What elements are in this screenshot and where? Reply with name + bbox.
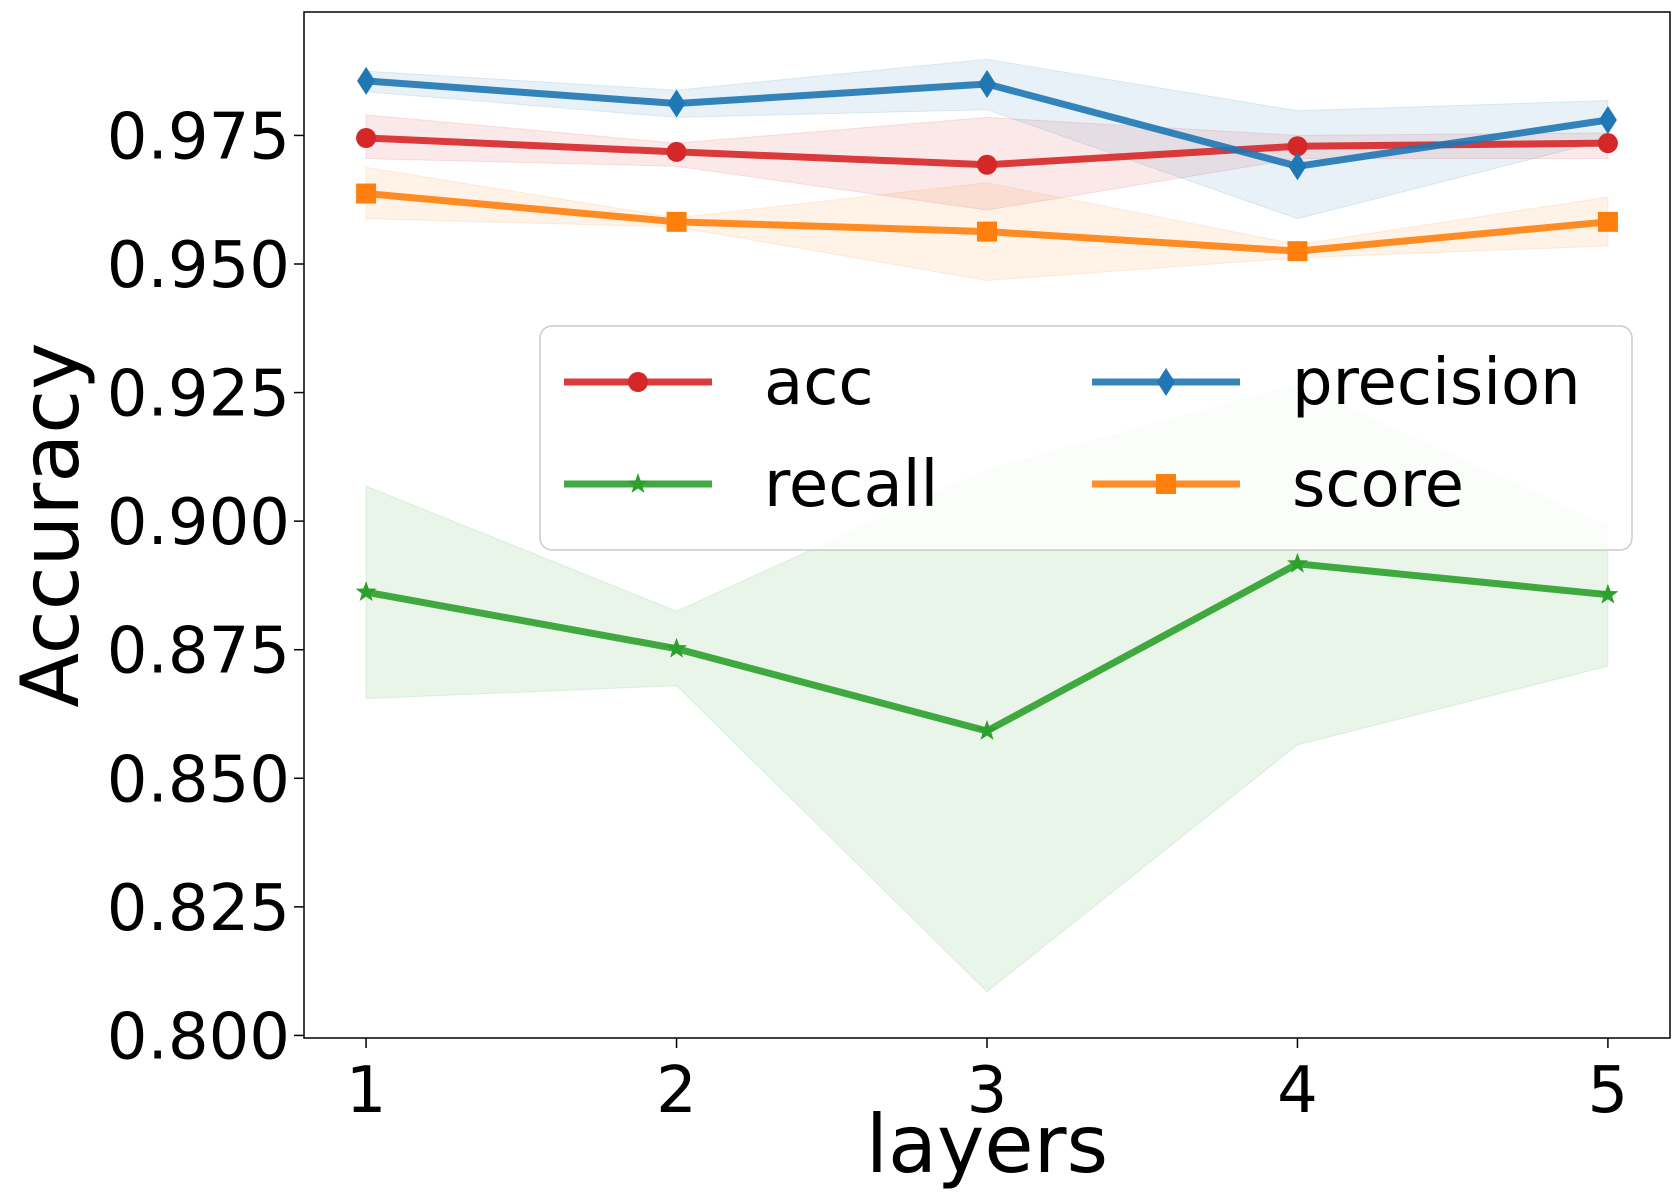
legend: acc precision recall score (539, 325, 1633, 551)
acc-point-3 (977, 154, 997, 175)
score-point-1 (356, 183, 377, 204)
series-markers (355, 66, 1619, 740)
legend-item-recall: recall (564, 448, 938, 522)
y-tick-label: 0.950 (107, 229, 290, 303)
recall-point-2 (666, 637, 687, 658)
y-tick-label: 0.900 (107, 486, 290, 560)
y-tick-label: 0.925 (107, 358, 290, 432)
acc-point-2 (666, 141, 687, 162)
score-point-4 (1287, 241, 1308, 262)
score-point-3 (977, 221, 997, 242)
legend-marker-recall (627, 473, 649, 493)
precision-point-5 (1598, 106, 1617, 134)
y-tick-label: 0.875 (107, 615, 290, 689)
x-tick-label: 2 (656, 1054, 697, 1128)
recall-point-4 (1287, 552, 1308, 573)
precision-point-2 (667, 89, 686, 118)
acc-point-4 (1287, 136, 1308, 157)
legend-marker-acc (628, 372, 648, 392)
y-axis: 0.800 0.825 0.850 0.875 0.900 0.925 0.950 0.975 (107, 100, 304, 1074)
legend-item-score: score (1092, 448, 1464, 522)
x-axis-title: layers (866, 1098, 1108, 1191)
legend-marker-score (1156, 474, 1176, 494)
recall-point-5 (1597, 583, 1619, 604)
acc-point-1 (356, 128, 377, 148)
x-tick-label: 4 (1277, 1054, 1318, 1128)
score-point-5 (1597, 211, 1618, 232)
y-tick-label: 0.800 (107, 1000, 290, 1074)
precision-point-3 (978, 70, 996, 98)
legend-item-precision: precision (1092, 346, 1581, 420)
y-tick-label: 0.975 (107, 100, 290, 174)
recall-point-1 (355, 581, 377, 601)
x-tick-label: 1 (346, 1054, 387, 1128)
precision-point-1 (357, 66, 376, 95)
legend-marker-precision (1157, 368, 1175, 396)
legend-label-precision: precision (1292, 346, 1581, 420)
legend-item-acc: acc (564, 346, 874, 420)
x-axis: 1 2 3 4 5 (346, 1038, 1629, 1128)
legend-box (539, 325, 1633, 551)
legend-label-recall: recall (764, 448, 938, 522)
y-axis-title: Accuracy (4, 342, 97, 707)
x-tick-label: 3 (967, 1054, 1008, 1128)
score-point-2 (666, 211, 687, 232)
legend-label-score: score (1292, 448, 1464, 522)
y-tick-label: 0.850 (107, 743, 290, 817)
precision-point-4 (1288, 152, 1307, 181)
recall-point-3 (976, 720, 998, 740)
legend-label-acc: acc (764, 346, 874, 420)
y-tick-label: 0.825 (107, 872, 290, 946)
x-tick-label: 5 (1588, 1054, 1629, 1128)
acc-point-5 (1597, 133, 1618, 154)
